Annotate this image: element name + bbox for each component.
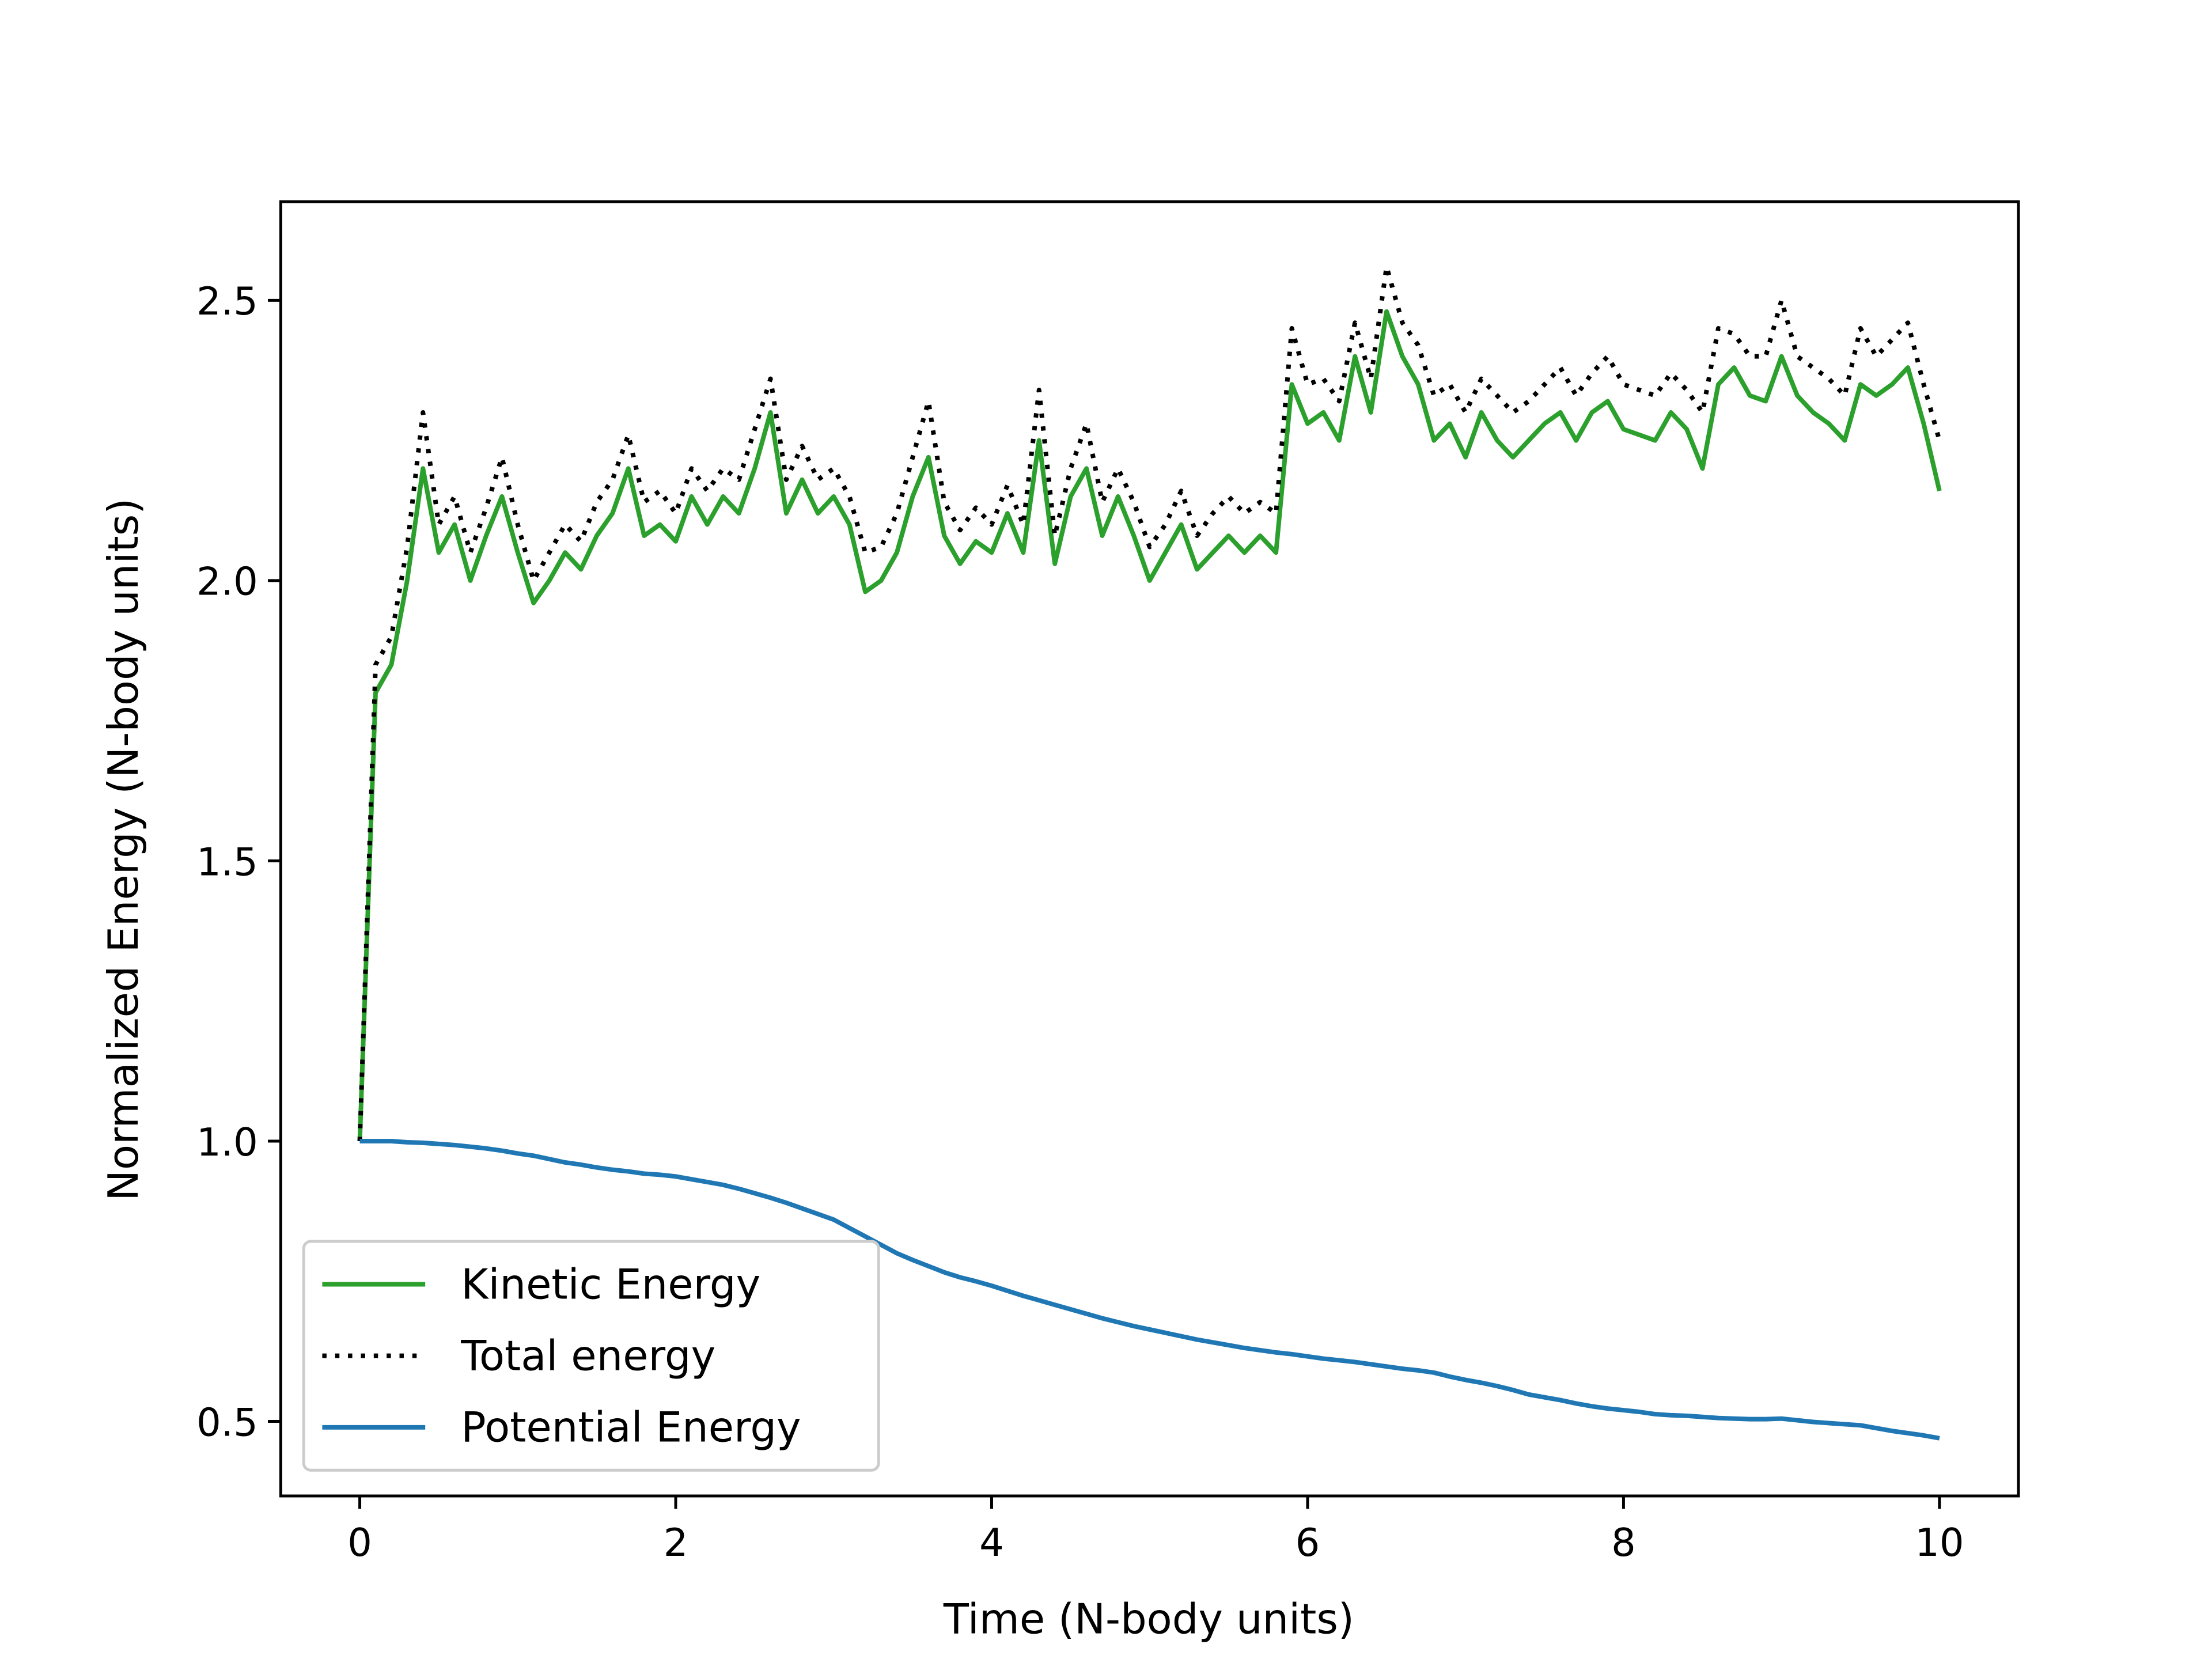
x-tick-label: 8 bbox=[1611, 1520, 1636, 1565]
y-tick-label: 2.5 bbox=[196, 279, 258, 324]
legend-label: Potential Energy bbox=[461, 1403, 801, 1452]
series-line bbox=[357, 309, 1942, 1142]
y-tick-label: 1.0 bbox=[196, 1120, 258, 1165]
series-line bbox=[359, 1139, 1940, 1441]
y-axis-label: Normalized Energy (N-body units) bbox=[99, 498, 147, 1201]
x-tick-label: 4 bbox=[979, 1520, 1004, 1565]
x-tick-label: 10 bbox=[1915, 1520, 1964, 1565]
y-tick-label: 2.0 bbox=[196, 559, 258, 604]
y-tick-label: 0.5 bbox=[196, 1400, 258, 1445]
x-axis-label: Time (N-body units) bbox=[943, 1594, 1354, 1643]
legend-box bbox=[302, 1240, 880, 1472]
y-tick-label: 1.5 bbox=[196, 839, 258, 884]
legend: Kinetic Energy Total energy Potential Ener… bbox=[302, 1240, 880, 1472]
x-tick-label: 6 bbox=[1296, 1520, 1320, 1565]
x-tick-label: 2 bbox=[664, 1520, 688, 1565]
series-line bbox=[357, 264, 1942, 1142]
legend-label: Total energy bbox=[460, 1331, 715, 1380]
legend-label: Kinetic Energy bbox=[461, 1260, 760, 1308]
plot-frame bbox=[279, 200, 2020, 1498]
x-tick-label: 0 bbox=[347, 1520, 372, 1565]
